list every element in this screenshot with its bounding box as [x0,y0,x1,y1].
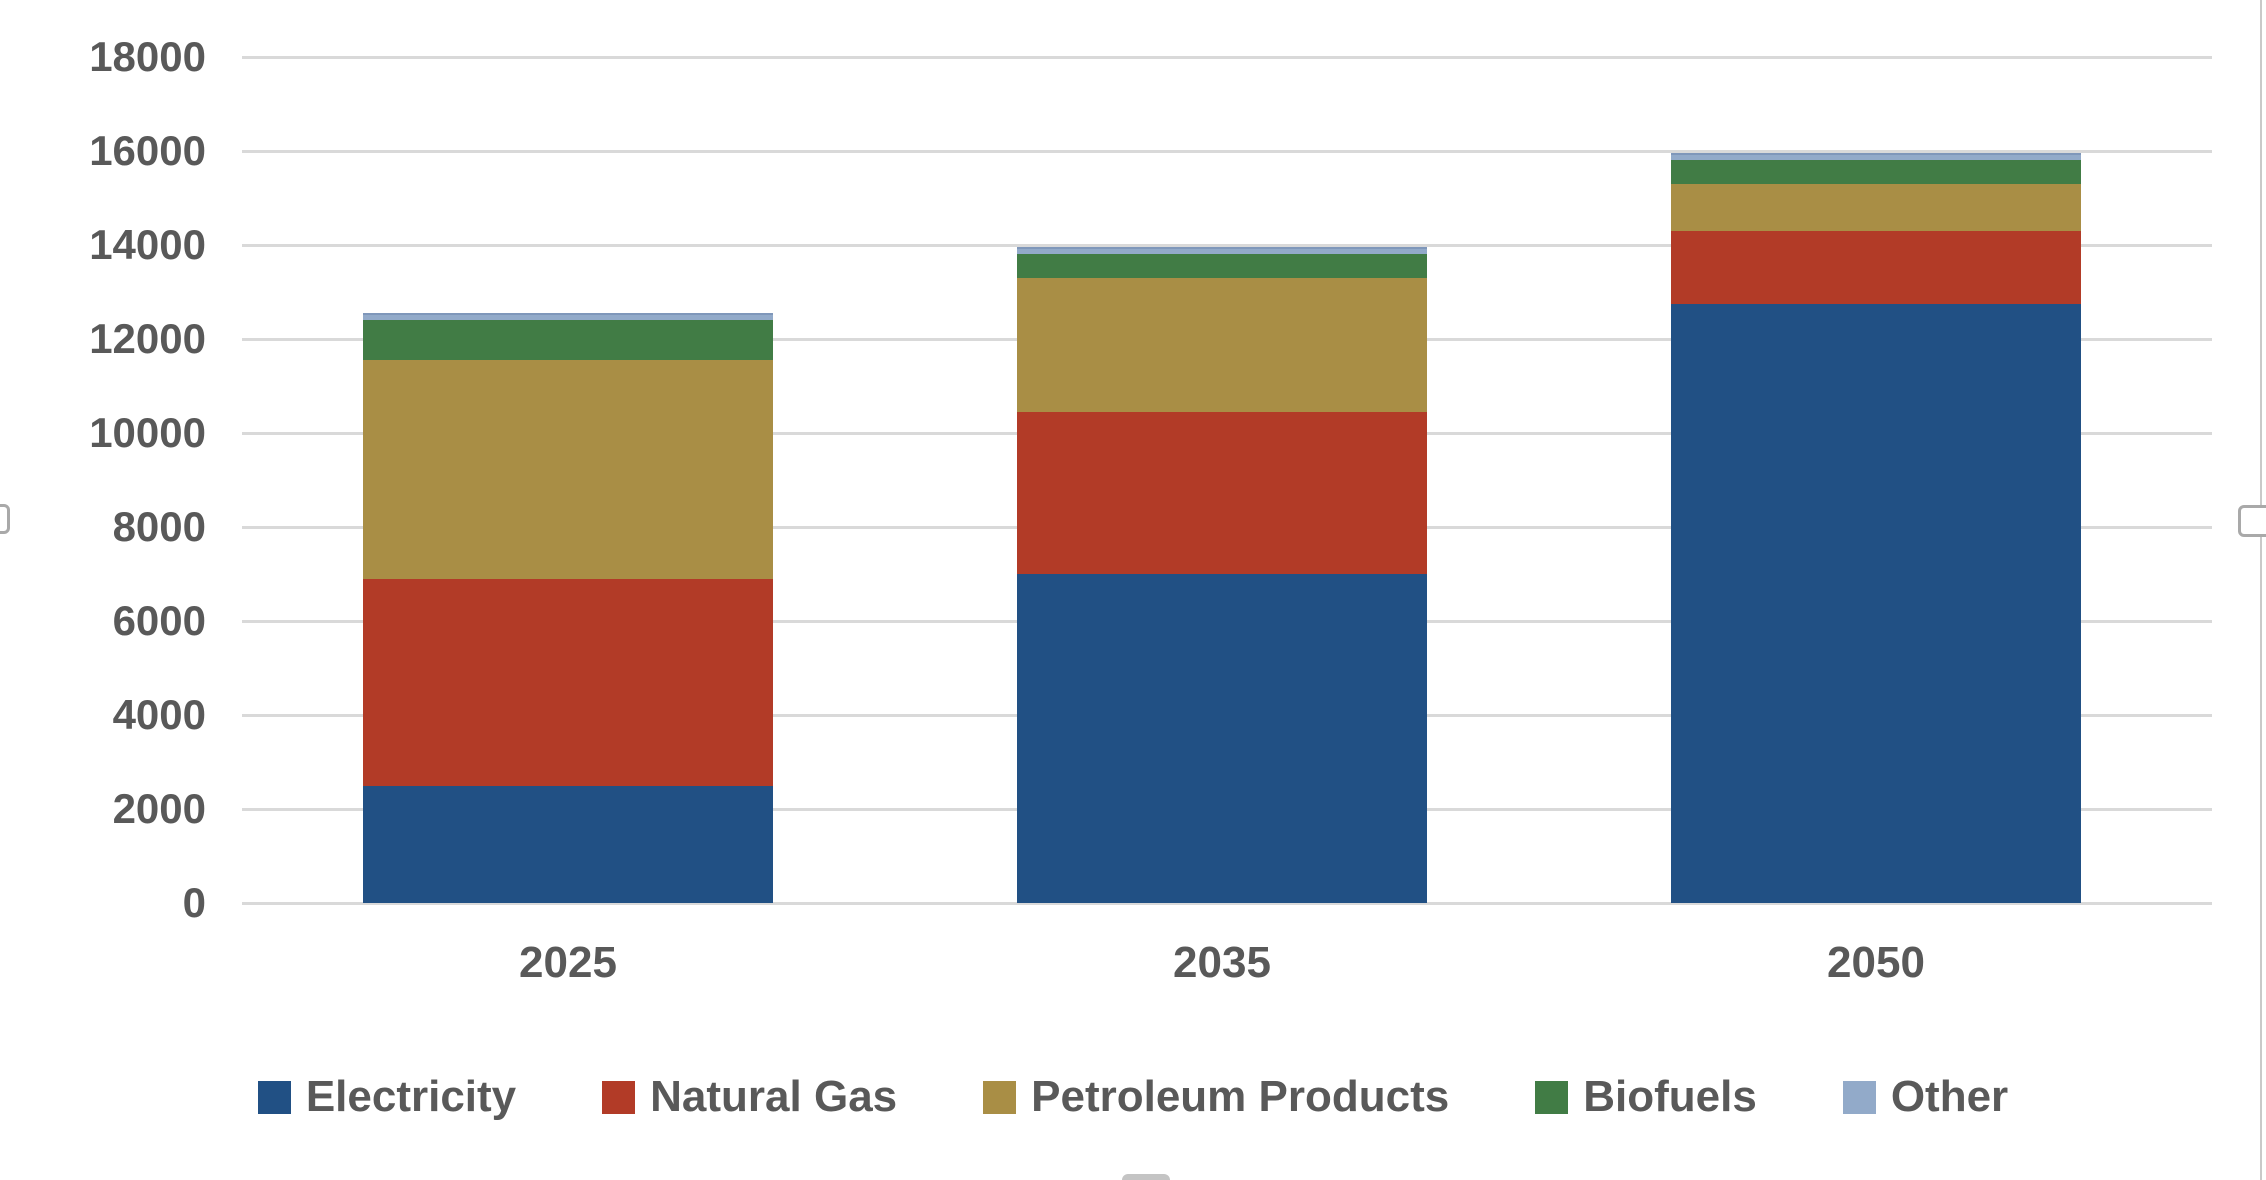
y-tick-label-8000: 8000 [112,503,206,550]
y-tick-label-6000: 6000 [112,597,206,644]
bar-segment-2025-other[interactable] [363,313,773,321]
legend-swatch-icon-electricity [257,1080,291,1114]
legend-swatch-icon-other [1842,1080,1876,1114]
bar-segment-2050-electricity[interactable] [1671,303,2081,903]
y-tick-label-10000: 10000 [89,409,206,456]
legend-label: Petroleum Products [1031,1072,1450,1121]
legend-label: Electricity [305,1072,517,1121]
legend-swatch-icon-biofuels [1535,1080,1569,1114]
bar-segment-2050-petroleum-products[interactable] [1671,183,2081,231]
bar-segment-2025-electricity[interactable] [363,785,773,903]
bar-segment-2025-biofuels[interactable] [363,320,773,361]
x-axis-label-2035: 2035 [1173,938,1271,987]
legend-swatch-icon-petroleum-products [983,1080,1017,1114]
y-tick-label-2000: 2000 [112,785,206,832]
y-tick-label-18000: 18000 [89,33,206,80]
bar-2025 [363,313,773,903]
plot-area [242,55,2212,905]
legend-item-natural-gas[interactable]: Natural Gas [602,1072,897,1122]
selection-border-right [2260,0,2262,1180]
legend: Electricity Natural Gas Petroleum Products… [0,1072,2266,1122]
gridline-18000 [242,55,2212,59]
legend-label: Biofuels [1583,1072,1757,1121]
bar-segment-2035-natural-gas[interactable] [1017,411,1427,574]
y-tick-label-12000: 12000 [89,315,206,362]
gridline-0 [242,901,2212,905]
bar-segment-2050-other[interactable] [1671,153,2081,161]
bar-segment-2035-petroleum-products[interactable] [1017,277,1427,412]
bar-segment-2035-other[interactable] [1017,247,1427,255]
y-tick-label-14000: 14000 [89,221,206,268]
legend-item-biofuels[interactable]: Biofuels [1535,1072,1757,1122]
x-axis-label-2050: 2050 [1827,938,1925,987]
gridline-16000 [242,149,2212,153]
bar-2050 [1671,153,2081,903]
bar-segment-2050-biofuels[interactable] [1671,160,2081,184]
resize-handle-right[interactable] [2238,505,2266,537]
bar-segment-2035-electricity[interactable] [1017,574,1427,903]
bar-segment-2025-petroleum-products[interactable] [363,360,773,579]
gridline-14000 [242,243,2212,247]
bar-2035 [1017,247,1427,903]
legend-item-electricity[interactable]: Electricity [257,1072,517,1122]
legend-item-other[interactable]: Other [1842,1072,2009,1122]
legend-label: Natural Gas [650,1072,898,1121]
bar-segment-2035-biofuels[interactable] [1017,254,1427,278]
x-axis-label-2025: 2025 [519,938,617,987]
legend-swatch-icon-natural-gas [602,1080,636,1114]
bar-segment-2025-natural-gas[interactable] [363,578,773,786]
legend-item-petroleum-products[interactable]: Petroleum Products [983,1072,1449,1122]
y-tick-label-0: 0 [182,879,206,926]
legend-label: Other [1890,1072,2009,1121]
y-tick-label-16000: 16000 [89,127,206,174]
resize-handle-bottom[interactable] [1122,1174,1170,1180]
y-tick-label-4000: 4000 [112,691,206,738]
bar-segment-2050-natural-gas[interactable] [1671,230,2081,304]
resize-handle-left[interactable] [0,504,10,534]
